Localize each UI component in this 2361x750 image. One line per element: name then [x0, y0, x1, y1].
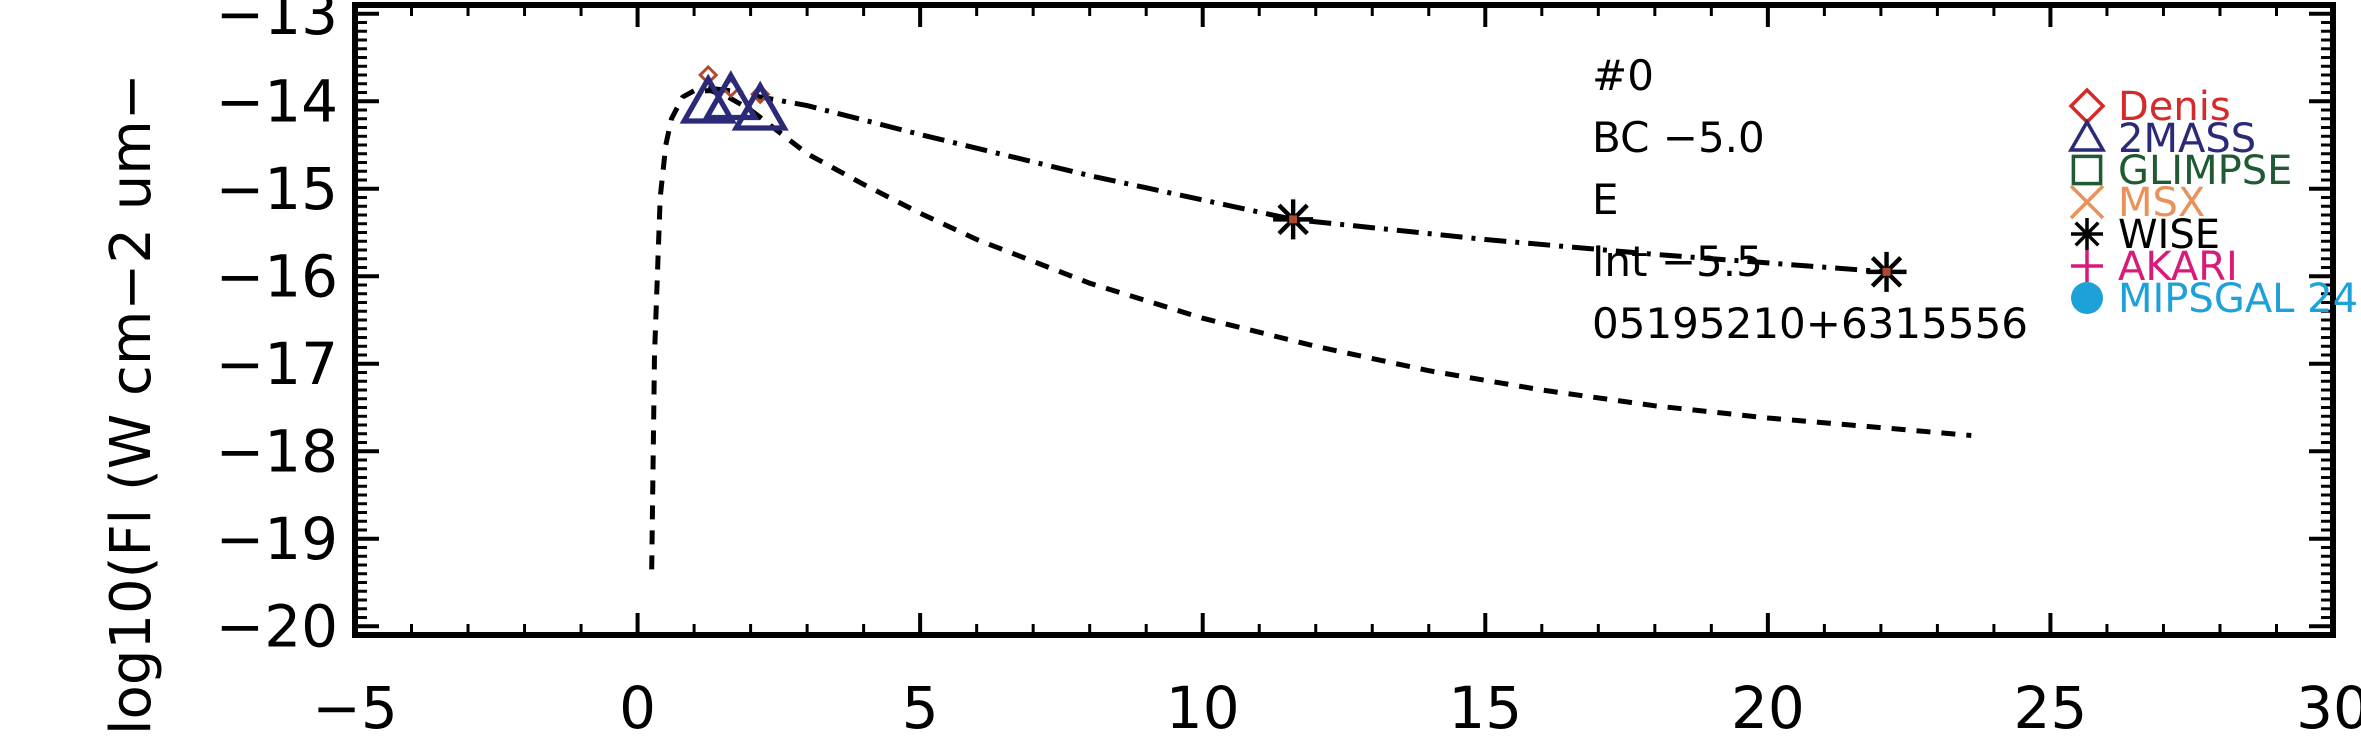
x-tick-label: 30	[2296, 674, 2361, 742]
legend-marker-wise	[2071, 218, 2103, 250]
data-point-wise	[1866, 251, 1907, 292]
legend-label: WISE	[2118, 212, 2220, 258]
y-tick-label: −16	[216, 242, 338, 310]
annotation-text: #0	[1592, 51, 1654, 100]
legend-marker-msx	[2069, 184, 2105, 220]
x-tick-label: 25	[2014, 674, 2088, 742]
y-tick-label: −17	[216, 330, 338, 398]
annotation-text: 05195210+6315556	[1592, 299, 2028, 348]
y-tick-label: −20	[216, 592, 338, 660]
annotation-text: E	[1592, 175, 1619, 224]
legend-marker-denis	[2068, 87, 2106, 125]
data-point-2mass	[731, 80, 789, 131]
annotations: #0 BC −5.0 E Int −5.5 05195210+6315556	[1592, 51, 2028, 348]
model-curve-dashed	[649, 88, 1972, 570]
y-tick-label: −15	[216, 155, 338, 223]
data-point-wise	[1273, 199, 1314, 240]
legend-marker-akari	[2071, 250, 2103, 282]
legend-label: Denis	[2118, 84, 2231, 130]
legend-marker-mipsgal-24	[2071, 282, 2103, 314]
y-tick-label: −18	[216, 417, 338, 485]
annotation-text: Int −5.5	[1592, 237, 1763, 286]
x-tick-label: 20	[1731, 674, 1805, 742]
legend-label: MIPSGAL 24	[2118, 276, 2358, 322]
annotation-text: BC −5.0	[1592, 113, 1765, 162]
y-axis-label: log10(Fl (W cm−2 um−	[99, 73, 164, 735]
x-tick-label: 0	[619, 674, 656, 742]
x-tick-label: −5	[312, 674, 398, 742]
legend-label: MSX	[2118, 180, 2205, 226]
x-tick-label: 5	[902, 674, 939, 742]
y-tick-label: −19	[216, 505, 338, 573]
legend-label: GLIMPSE	[2118, 148, 2292, 194]
x-tick-label: 15	[1448, 674, 1522, 742]
legend-label: AKARI	[2118, 244, 2238, 290]
legend-marker-glimpse	[2071, 154, 2103, 186]
legend-label: 2MASS	[2118, 116, 2256, 162]
legend-marker-2mass	[2067, 118, 2107, 152]
x-tick-label: 10	[1166, 674, 1240, 742]
data-point-2mass	[679, 73, 737, 124]
data-point-2mass	[702, 70, 760, 121]
y-tick-labels: −20 −19 −18 −17 −16 −15 −14 −13	[216, 0, 338, 660]
data-markers	[679, 64, 1907, 292]
y-tick-label: −13	[216, 0, 338, 48]
y-tick-label: −14	[216, 67, 338, 135]
model-curves	[649, 85, 1972, 570]
x-tick-labels: −5 0 5 10 15 20 25 30	[312, 674, 2361, 742]
axis-ticks	[353, 5, 2335, 635]
